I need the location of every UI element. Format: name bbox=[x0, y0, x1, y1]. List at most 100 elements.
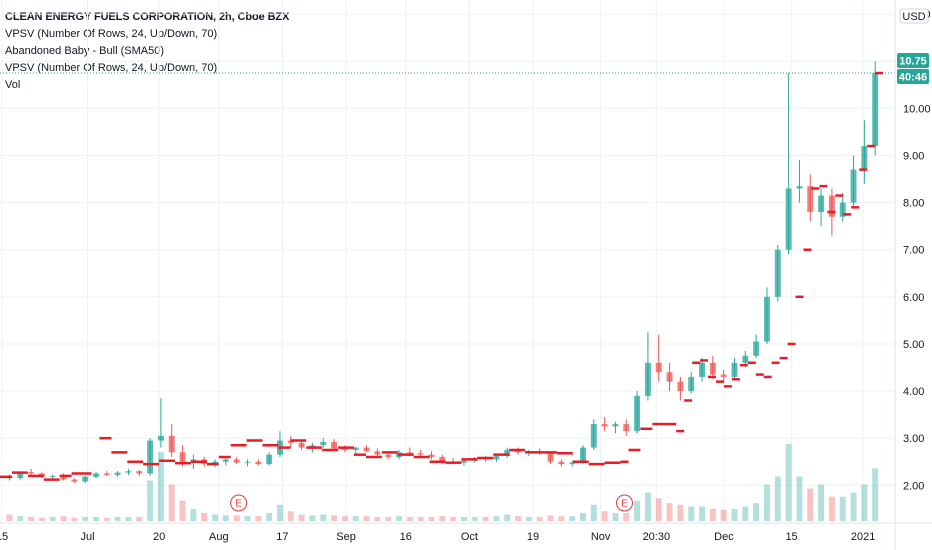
volume-bar bbox=[38, 517, 45, 521]
volume-bar bbox=[190, 508, 197, 521]
time-tick-label: Sep bbox=[336, 531, 356, 543]
candle-body bbox=[439, 457, 446, 462]
volume-bar bbox=[114, 516, 121, 521]
time-tick-label: Jul bbox=[80, 531, 94, 543]
price-tick-label: 5.00 bbox=[903, 339, 924, 351]
volume-bar bbox=[136, 516, 143, 521]
candle-body bbox=[720, 374, 727, 377]
volume-bar bbox=[450, 516, 457, 521]
volume-bar bbox=[655, 498, 662, 521]
volume-bar bbox=[774, 476, 781, 521]
volume-bar bbox=[439, 516, 446, 521]
candle-body bbox=[266, 454, 273, 465]
candle-body bbox=[114, 472, 121, 475]
time-tick-label: Oct bbox=[461, 531, 478, 543]
indicator-abandoned-baby[interactable]: Abandoned Baby - Bull (SMA50) bbox=[5, 45, 164, 57]
time-tick-label: 19 bbox=[527, 531, 539, 543]
candle-body bbox=[644, 362, 651, 396]
time-tick-label: 17 bbox=[276, 531, 288, 543]
volume-bar bbox=[828, 496, 835, 521]
volume-bar bbox=[666, 503, 673, 521]
indicator-vpsv-1[interactable]: VPSV (Number Of Rows, 24, Up/Down, 70) bbox=[5, 28, 218, 40]
candle-body bbox=[807, 186, 814, 213]
price-tick-label: 4.00 bbox=[903, 386, 924, 398]
volume-bar bbox=[504, 514, 511, 521]
candle-body bbox=[49, 475, 56, 477]
volume-bar bbox=[309, 515, 316, 521]
volume-bar bbox=[428, 516, 435, 521]
volume-bar bbox=[623, 512, 630, 521]
last-price-text: 10.75 bbox=[899, 56, 927, 68]
candle-body bbox=[774, 249, 781, 297]
volume-bar bbox=[93, 516, 99, 521]
volume-bar bbox=[28, 516, 35, 521]
candle-body bbox=[374, 451, 381, 455]
time-tick-label: 16 bbox=[400, 531, 412, 543]
price-tick-label: 9.00 bbox=[903, 150, 924, 162]
volume-bar bbox=[385, 516, 392, 521]
indicator-vpsv-2[interactable]: VPSV (Number Of Rows, 24, Up/Down, 70) bbox=[5, 62, 218, 74]
candle-body bbox=[850, 169, 857, 203]
volume-bar bbox=[796, 476, 803, 521]
candle-body bbox=[601, 424, 608, 427]
volume-bar bbox=[785, 444, 792, 521]
volume-bar bbox=[406, 516, 413, 521]
candle-body bbox=[352, 447, 359, 450]
volume-bar bbox=[222, 515, 229, 521]
time-tick-label: 2021 bbox=[851, 531, 875, 543]
candle-body bbox=[222, 459, 229, 462]
earnings-marker-label: E bbox=[235, 499, 242, 510]
candle-body bbox=[742, 355, 749, 363]
volume-bar bbox=[60, 516, 67, 521]
candle-body bbox=[666, 372, 673, 382]
candle-body bbox=[60, 475, 67, 480]
candle-body bbox=[796, 186, 803, 189]
volume-bar bbox=[266, 512, 273, 521]
volume-bar bbox=[125, 516, 132, 521]
volume-bar bbox=[287, 511, 294, 521]
volume-bar bbox=[742, 506, 749, 521]
candle-body bbox=[677, 381, 684, 392]
time-axis[interactable]: 15 Jul 20 Aug 17 Sep 16 Oct 19 Nov 20:30 Dec 15 2021 bbox=[0, 531, 875, 543]
volume-bar bbox=[601, 511, 608, 521]
volume-bar bbox=[460, 516, 467, 521]
candle-body bbox=[753, 341, 760, 356]
candle-body bbox=[136, 471, 143, 474]
volume-bar bbox=[818, 484, 825, 521]
volume-bar bbox=[147, 480, 154, 521]
candle-body bbox=[168, 435, 175, 453]
candle-body bbox=[125, 471, 132, 473]
volume-bar bbox=[71, 517, 78, 521]
candle-body bbox=[623, 424, 630, 432]
volume-bar bbox=[320, 514, 327, 521]
volume-bar bbox=[212, 514, 219, 521]
candle-body bbox=[103, 473, 110, 475]
time-tick-label: 20 bbox=[153, 531, 165, 543]
candle-body bbox=[147, 440, 154, 474]
volume-bar bbox=[341, 516, 348, 521]
volume-bar bbox=[298, 514, 305, 521]
indicator-volume[interactable]: Vol bbox=[5, 79, 21, 91]
volume-bar bbox=[471, 516, 478, 521]
grid bbox=[0, 0, 895, 523]
candle-body bbox=[569, 462, 576, 465]
volume-bar bbox=[363, 516, 370, 521]
volume-bar bbox=[201, 512, 208, 521]
volume-bar bbox=[103, 517, 110, 521]
time-tick-label: 15 bbox=[0, 531, 8, 543]
candle-body bbox=[590, 424, 597, 448]
volume-bar bbox=[558, 516, 565, 521]
candle-body bbox=[28, 472, 35, 474]
volume-bar bbox=[374, 516, 381, 521]
candle-body bbox=[839, 202, 846, 217]
candle-body bbox=[493, 456, 500, 460]
candle-body bbox=[818, 195, 825, 213]
volume-bar bbox=[49, 516, 56, 521]
candle-body bbox=[785, 188, 792, 250]
volume-bar bbox=[861, 484, 868, 521]
candle-body bbox=[233, 459, 240, 463]
volume-bar bbox=[525, 516, 532, 521]
